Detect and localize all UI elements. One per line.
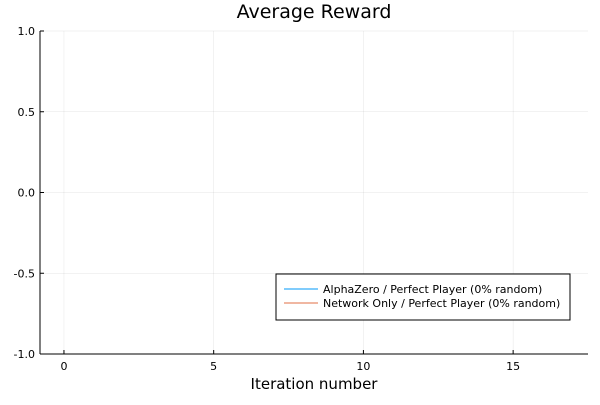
x-tick-label: 15: [506, 360, 520, 373]
y-tick-label: -1.0: [14, 348, 35, 361]
x-axis-label: Iteration number: [251, 375, 379, 393]
x-tick-label: 0: [60, 360, 67, 373]
legend-label-1: AlphaZero / Perfect Player (0% random): [323, 283, 542, 296]
legend-label-2: Network Only / Perfect Player (0% random…: [323, 297, 560, 310]
chart-title: Average Reward: [237, 1, 392, 23]
y-tick-label: 1.0: [18, 25, 36, 38]
legend: AlphaZero / Perfect Player (0% random)Ne…: [276, 274, 570, 320]
x-tick-label: 5: [210, 360, 217, 373]
y-tick-label: -0.5: [14, 267, 35, 280]
x-tick-label: 10: [356, 360, 370, 373]
y-tick-label: 0.0: [18, 187, 36, 200]
y-tick-label: 0.5: [18, 106, 36, 119]
